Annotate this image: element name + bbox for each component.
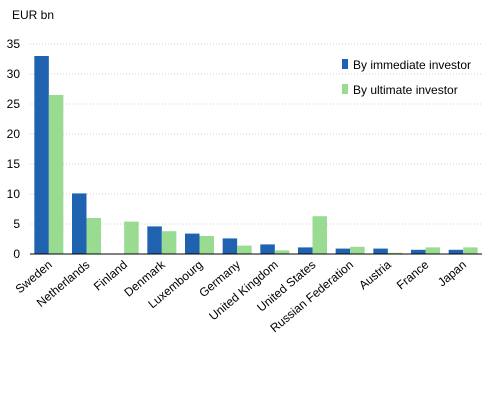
bar-united-kingdom-by-immediate-investor (260, 244, 275, 254)
y-tick-label-10: 10 (7, 187, 21, 201)
bar-russian-federation-by-immediate-investor (335, 248, 351, 254)
y-tick-label-20: 20 (7, 127, 21, 141)
x-label-austria: Austria (356, 257, 394, 292)
bar-japan-by-immediate-investor (448, 249, 464, 254)
legend: By immediate investor By ultimate invest… (342, 58, 471, 97)
bar-united-kingdom-by-ultimate-investor (274, 250, 290, 254)
bar-denmark-by-immediate-investor (147, 226, 162, 254)
legend-label-immediate: By immediate investor (353, 58, 471, 72)
bar-united-states-by-ultimate-investor (312, 216, 327, 254)
legend-swatch-ultimate (342, 84, 348, 94)
x-category-labels: SwedenNetherlandsFinlandDenmarkLuxembour… (13, 257, 470, 335)
y-tick-label-15: 15 (7, 157, 21, 171)
gridlines (30, 43, 482, 225)
bar-germany-by-ultimate-investor (237, 245, 252, 254)
bar-united-states-by-immediate-investor (298, 247, 313, 254)
bar-france-by-ultimate-investor (425, 247, 440, 254)
bar-austria-by-ultimate-investor (387, 252, 403, 254)
bar-luxembourg-by-immediate-investor (185, 233, 200, 254)
bar-netherlands-by-ultimate-investor (86, 218, 101, 254)
bar-germany-by-immediate-investor (222, 238, 238, 254)
bar-finland-by-ultimate-investor (124, 221, 139, 254)
bar-luxembourg-by-ultimate-investor (199, 236, 214, 254)
bar-russian-federation-by-ultimate-investor (350, 246, 365, 254)
bar-france-by-immediate-investor (411, 249, 426, 254)
bar-sweden-by-ultimate-investor (48, 95, 64, 254)
bar-austria-by-immediate-investor (373, 248, 388, 254)
bars (34, 56, 478, 254)
y-tick-label-35: 35 (7, 37, 21, 51)
y-tick-label-5: 5 (13, 217, 20, 231)
x-label-france: France (394, 257, 432, 292)
bar-sweden-by-immediate-investor (34, 56, 49, 254)
bar-denmark-by-ultimate-investor (161, 231, 177, 254)
legend-label-ultimate: By ultimate investor (353, 83, 458, 97)
legend-swatch-immediate (342, 59, 348, 69)
y-tick-label-25: 25 (7, 97, 21, 111)
bar-japan-by-ultimate-investor (463, 247, 478, 254)
bar-netherlands-by-immediate-investor (72, 193, 87, 254)
y-tick-labels: 0 5 10 15 20 25 30 35 (7, 37, 21, 261)
y-tick-label-0: 0 (13, 247, 20, 261)
y-tick-label-30: 30 (7, 67, 21, 81)
x-label-japan: Japan (435, 258, 469, 290)
y-axis-unit-label: EUR bn (12, 8, 54, 22)
